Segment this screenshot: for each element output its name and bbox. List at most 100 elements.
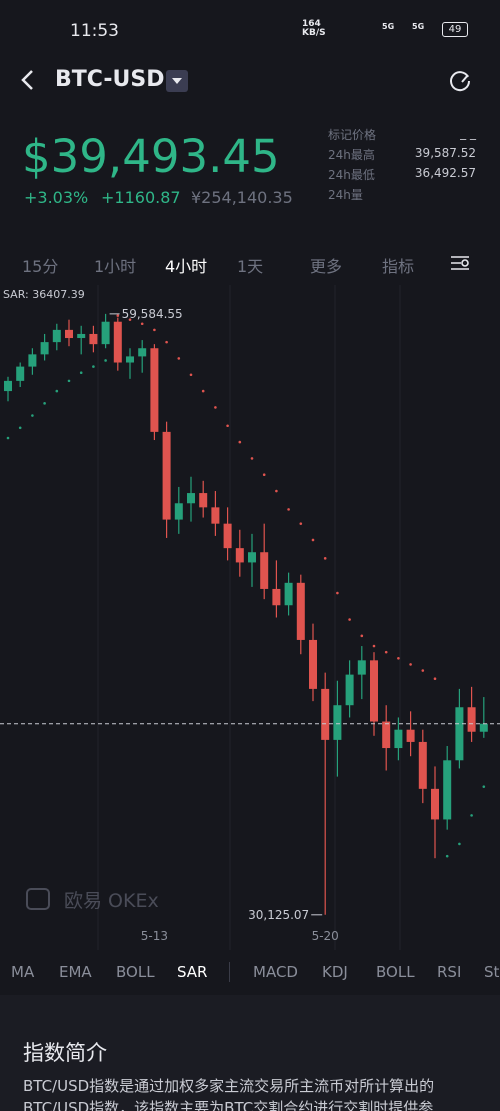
candle-body <box>77 333 86 339</box>
stat-value: 39,587.52 <box>414 146 476 160</box>
indicator-tab[interactable]: MA <box>11 963 35 981</box>
back-button[interactable] <box>18 68 38 92</box>
sar-dot <box>250 457 254 460</box>
stat-label: 24h最低 <box>328 168 375 182</box>
intro-line: BTC/USD指数是通过加权多家主流交易所主流币对所计算出的 <box>23 1077 435 1095</box>
candle-body <box>4 380 12 392</box>
watermark: 欧易 OKEx <box>64 890 159 912</box>
sar-dot <box>238 440 242 444</box>
max-label: 59,584.55 <box>122 307 183 321</box>
candle-body <box>65 329 73 339</box>
price-cny: ¥254,140.35 <box>191 188 293 207</box>
interval-tab[interactable]: 15分 <box>22 257 59 276</box>
sar-dot <box>311 538 315 542</box>
candle-body <box>272 588 281 606</box>
sar-dot <box>384 650 388 654</box>
indicator-tab[interactable]: SAR <box>177 963 208 981</box>
indicator-tab[interactable]: MACD <box>253 963 298 981</box>
candle-body <box>248 552 256 563</box>
indicator-tab[interactable]: RSI <box>437 963 462 981</box>
sar-dot <box>360 634 364 638</box>
refresh-button[interactable] <box>449 69 473 93</box>
interval-tab[interactable]: 4小时 <box>165 257 208 276</box>
sar-dot <box>153 328 156 332</box>
intro-panel <box>0 995 500 1111</box>
sar-dot <box>67 379 71 383</box>
status-time: 11:53 <box>70 21 119 41</box>
sar-dot <box>104 359 107 362</box>
candle-body <box>370 660 378 722</box>
candle-body <box>174 503 183 520</box>
sar-dot <box>226 424 229 428</box>
sar-label: SAR: 36407.39 <box>3 288 85 301</box>
candle-body <box>455 707 464 761</box>
tab-divider <box>229 962 230 982</box>
indicator-tab[interactable]: BOLL <box>376 963 415 981</box>
candle-body <box>260 552 269 589</box>
stat-value: 36,492.57 <box>414 166 476 180</box>
candle-body <box>28 354 37 367</box>
sar-dot <box>458 842 461 846</box>
candle-body <box>40 342 49 355</box>
interval-tab[interactable]: 指标 <box>382 257 415 276</box>
candle-body <box>345 674 354 706</box>
sar-dot <box>262 473 266 477</box>
candle-body <box>150 348 159 432</box>
candle-body <box>321 688 330 740</box>
interval-tab[interactable]: 1小时 <box>94 257 137 276</box>
status-battery: 49 <box>442 22 468 37</box>
candle-body <box>223 523 232 549</box>
sar-dot <box>372 644 376 648</box>
sar-dot <box>18 426 22 430</box>
intro-title: 指数简介 <box>23 1041 107 1065</box>
status-network-2: 5G <box>412 22 425 31</box>
candle-body <box>101 321 110 345</box>
candle-body <box>199 493 208 508</box>
sar-dot <box>79 371 83 375</box>
candle-body <box>16 366 25 381</box>
sar-dot <box>55 389 59 393</box>
x-tick-label: 5-20 <box>312 929 339 943</box>
indicator-tab[interactable]: KDJ <box>322 963 348 981</box>
candlestick-chart: SAR: 36407.39 5-13 5-20 59,584.55 30,125.07 欧… <box>0 285 500 950</box>
status-network: 5G <box>382 22 395 31</box>
candle-body <box>126 356 134 363</box>
sar-dot <box>433 677 437 680</box>
sar-dot <box>128 318 132 321</box>
stat-label: 24h量 <box>328 188 363 202</box>
stat-label: 标记价格 <box>328 128 377 142</box>
sar-dot <box>92 365 95 368</box>
sar-dot <box>299 522 303 525</box>
candle-body <box>357 660 366 675</box>
change-abs: +1160.87 <box>101 188 181 207</box>
sar-dot <box>177 357 181 360</box>
candle-body <box>52 329 61 343</box>
candle-body <box>443 760 452 820</box>
interval-tab[interactable]: 1天 <box>237 257 264 276</box>
indicator-tab[interactable]: EMA <box>59 963 92 981</box>
interval-tab[interactable]: 更多 <box>310 257 343 276</box>
sar-dot <box>470 814 473 817</box>
indicator-tab[interactable]: St <box>484 963 500 981</box>
sar-dot <box>165 340 168 344</box>
candle-body <box>235 548 244 563</box>
settings-icon[interactable] <box>450 254 470 272</box>
sar-dot <box>445 854 449 858</box>
sar-dot <box>140 322 144 326</box>
sar-dot <box>482 785 486 788</box>
candle-body <box>309 639 317 689</box>
pair-title[interactable]: BTC-USD <box>55 67 165 92</box>
sar-dot <box>275 489 278 493</box>
pair-dropdown[interactable] <box>166 70 188 92</box>
sar-dot <box>323 557 327 560</box>
candle-body <box>394 729 403 749</box>
speed-unit: KB/S <box>302 28 326 38</box>
candle-body <box>406 729 415 742</box>
sar-dot <box>6 436 10 440</box>
indicator-tab[interactable]: BOLL <box>116 963 155 981</box>
candle-body <box>187 493 195 504</box>
candle-body <box>431 788 439 820</box>
status-speed: 164 KB/S <box>302 20 326 38</box>
candle-body <box>418 741 427 789</box>
